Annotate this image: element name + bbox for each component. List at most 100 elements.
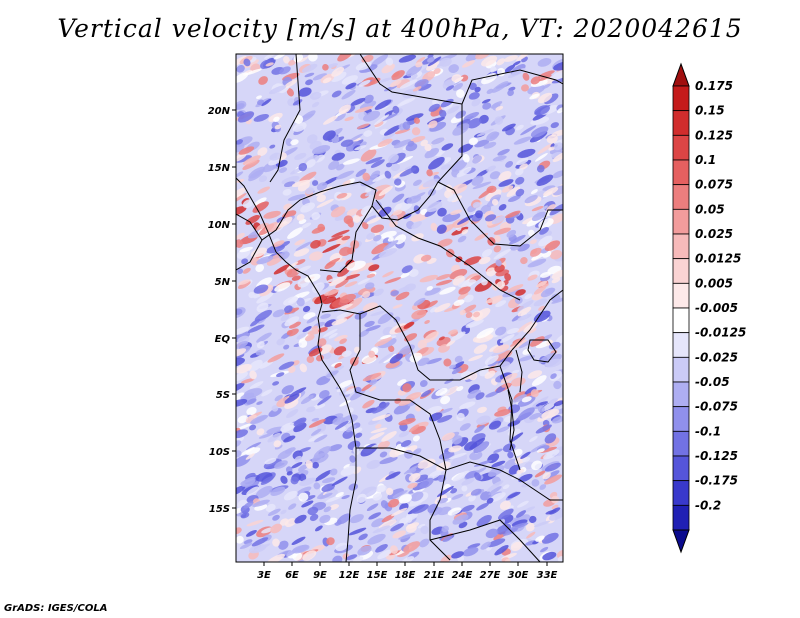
- velocity-cell: [448, 452, 467, 460]
- colorbar-label: -0.075: [695, 400, 738, 414]
- velocity-cell: [459, 401, 476, 410]
- velocity-cell: [420, 525, 429, 535]
- velocity-cell: [443, 358, 452, 367]
- colorbar-label: 0.005: [695, 276, 733, 290]
- velocity-cell: [366, 216, 382, 225]
- velocity-cell: [373, 234, 382, 242]
- velocity-cell: [298, 473, 307, 482]
- velocity-cell: [308, 54, 318, 62]
- lat-tick-label: 5S: [216, 390, 230, 401]
- velocity-cell: [368, 264, 380, 272]
- latitude-axis: 20N 15N 10N 5N EQ 5S 10S 15S: [208, 106, 236, 515]
- velocity-cell: [461, 477, 475, 486]
- velocity-cell: [329, 504, 339, 510]
- velocity-cell: [377, 312, 394, 325]
- velocity-cell: [242, 199, 254, 209]
- velocity-cell: [288, 59, 297, 66]
- velocity-cell: [451, 367, 462, 375]
- velocity-cell: [441, 143, 454, 151]
- velocity-cell: [380, 230, 397, 239]
- velocity-cell: [365, 156, 383, 165]
- velocity-cell: [526, 327, 537, 334]
- velocity-cell: [272, 381, 280, 386]
- velocity-cell: [481, 279, 488, 286]
- velocity-cell: [426, 61, 440, 71]
- velocity-cell: [286, 88, 294, 97]
- velocity-cell: [236, 485, 246, 496]
- colorbar-label: 0.175: [695, 79, 733, 93]
- border: [319, 205, 373, 273]
- velocity-cell: [294, 152, 307, 160]
- velocity-cell: [537, 205, 548, 214]
- border: [375, 199, 521, 301]
- velocity-cell: [494, 544, 509, 556]
- velocity-cell: [261, 98, 272, 107]
- velocity-cell: [346, 425, 357, 433]
- velocity-cell: [256, 95, 262, 100]
- velocity-cell: [327, 235, 343, 242]
- velocity-cell: [539, 546, 549, 553]
- velocity-cell: [283, 56, 290, 64]
- velocity-cell: [550, 293, 561, 303]
- velocity-cell: [260, 59, 271, 69]
- velocity-cell: [236, 535, 244, 544]
- velocity-cell: [531, 206, 544, 212]
- velocity-cell: [468, 137, 479, 146]
- velocity-cell: [461, 60, 475, 68]
- velocity-cell: [346, 260, 366, 271]
- velocity-cell: [362, 290, 371, 299]
- velocity-cell: [455, 110, 467, 119]
- velocity-cell: [313, 482, 321, 490]
- velocity-cell: [256, 341, 265, 349]
- velocity-cell: [236, 171, 244, 178]
- velocity-cell: [553, 400, 563, 407]
- velocity-cell: [473, 441, 490, 454]
- velocity-cell: [276, 372, 285, 378]
- velocity-cell: [329, 276, 347, 287]
- velocity-cell: [465, 470, 477, 479]
- velocity-cell: [372, 493, 383, 501]
- velocity-cell: [382, 271, 394, 278]
- velocity-cell: [308, 433, 324, 442]
- velocity-cell: [391, 70, 405, 81]
- velocity-cell: [242, 267, 251, 274]
- velocity-cell: [494, 409, 511, 417]
- velocity-cell: [381, 431, 397, 442]
- velocity-cell: [287, 227, 304, 239]
- velocity-cell: [472, 155, 482, 164]
- velocity-cell: [508, 432, 524, 443]
- velocity-cell: [537, 405, 545, 413]
- velocity-cell: [391, 507, 408, 517]
- velocity-cell: [468, 494, 476, 502]
- velocity-cell: [397, 379, 407, 386]
- velocity-cell: [518, 473, 533, 483]
- velocity-cell: [383, 125, 401, 136]
- velocity-cell: [426, 285, 433, 291]
- velocity-cell: [361, 209, 373, 216]
- velocity-cell: [403, 321, 415, 329]
- velocity-cell: [390, 290, 399, 296]
- colorbar-swatch: [672, 307, 690, 334]
- velocity-cell: [387, 498, 400, 508]
- velocity-cell: [549, 398, 558, 404]
- velocity-cell: [474, 472, 482, 481]
- velocity-cell: [436, 461, 451, 471]
- velocity-cell: [336, 311, 355, 319]
- velocity-cell: [374, 121, 384, 128]
- colorbar-label: -0.175: [695, 474, 738, 488]
- velocity-cell: [346, 208, 359, 216]
- velocity-cell: [354, 432, 363, 438]
- velocity-cell: [269, 152, 282, 161]
- velocity-cell: [473, 344, 488, 354]
- velocity-cell: [552, 170, 563, 179]
- velocity-cell: [312, 180, 319, 186]
- velocity-cell: [549, 507, 561, 515]
- velocity-cell: [336, 192, 348, 199]
- velocity-cell: [268, 407, 282, 418]
- velocity-cell: [506, 229, 517, 238]
- velocity-cell: [292, 122, 307, 132]
- velocity-cell: [419, 274, 438, 283]
- velocity-cell: [311, 428, 322, 436]
- velocity-cell: [287, 194, 306, 201]
- velocity-cell: [380, 334, 392, 340]
